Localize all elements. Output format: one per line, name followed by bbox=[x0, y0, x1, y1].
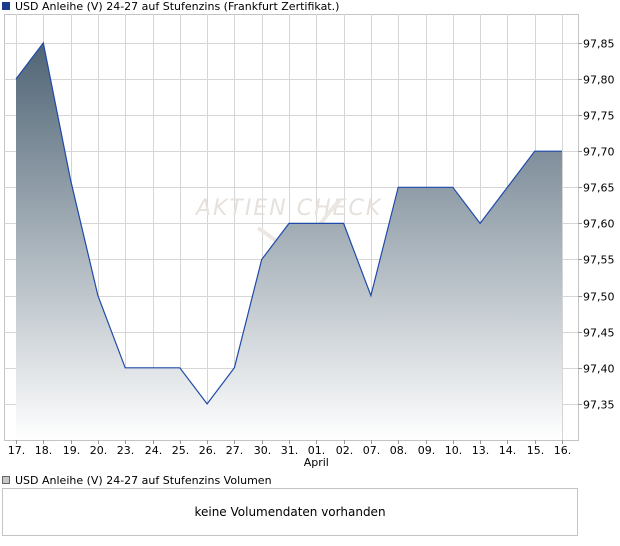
x-tick-label: 15. bbox=[527, 444, 545, 457]
x-tick-label: 16. bbox=[554, 444, 572, 457]
volume-legend-swatch bbox=[2, 476, 10, 484]
y-tick-label: 97,65 bbox=[583, 182, 615, 195]
volume-empty-message: keine Volumendaten vorhanden bbox=[194, 505, 386, 519]
price-legend-label: USD Anleihe (V) 24-27 auf Stufenzins (Fr… bbox=[15, 0, 340, 13]
y-tick-label: 97,70 bbox=[583, 146, 615, 159]
x-tick-label: 08. bbox=[390, 444, 408, 457]
y-tick-label: 97,35 bbox=[583, 399, 615, 412]
price-legend: USD Anleihe (V) 24-27 auf Stufenzins (Fr… bbox=[2, 0, 339, 13]
x-tick-label: 07. bbox=[363, 444, 381, 457]
watermark-text: AKTIEN CHECK bbox=[194, 196, 382, 221]
x-tick-label: 27. bbox=[226, 444, 244, 457]
y-tick-label: 97,55 bbox=[583, 254, 615, 267]
x-tick-label: 19. bbox=[63, 444, 81, 457]
x-tick-label: 31. bbox=[281, 444, 299, 457]
x-tick-label: 02. bbox=[336, 444, 354, 457]
x-tick-label: 24. bbox=[145, 444, 163, 457]
x-tick-label: 10. bbox=[445, 444, 463, 457]
y-tick-label: 97,40 bbox=[583, 363, 615, 376]
x-tick-label: 01. bbox=[308, 444, 326, 457]
y-tick-label: 97,85 bbox=[583, 38, 615, 51]
y-tick-label: 97,75 bbox=[583, 110, 615, 123]
x-tick-label: 09. bbox=[418, 444, 436, 457]
y-tick-label: 97,60 bbox=[583, 218, 615, 231]
y-tick-label: 97,50 bbox=[583, 291, 615, 304]
x-tick-label: 17. bbox=[8, 444, 26, 457]
x-tick-label: 14. bbox=[499, 444, 517, 457]
volume-legend-label: USD Anleihe (V) 24-27 auf Stufenzins Vol… bbox=[15, 473, 272, 487]
y-tick-label: 97,45 bbox=[583, 327, 615, 340]
x-tick-label: 23. bbox=[117, 444, 135, 457]
x-tick-label: 30. bbox=[254, 444, 272, 457]
y-tick-label: 97,80 bbox=[583, 74, 615, 87]
x-tick-label: 26. bbox=[199, 444, 217, 457]
x-tick-label: 13. bbox=[472, 444, 490, 457]
volume-panel: keine Volumendaten vorhanden bbox=[2, 488, 578, 536]
price-area bbox=[16, 42, 562, 441]
x-tick-label: 25. bbox=[172, 444, 190, 457]
price-line bbox=[15, 41, 562, 405]
price-legend-swatch bbox=[2, 2, 10, 10]
volume-legend: USD Anleihe (V) 24-27 auf Stufenzins Vol… bbox=[2, 473, 272, 487]
price-chart: 97,35 97,40 97,45 97,50 97,55 97,60 97,65 97,70… bbox=[4, 14, 615, 469]
x-tick-label: 20. bbox=[90, 444, 108, 457]
x-group-label: April bbox=[304, 456, 329, 469]
x-tick-label: 18. bbox=[35, 444, 53, 457]
